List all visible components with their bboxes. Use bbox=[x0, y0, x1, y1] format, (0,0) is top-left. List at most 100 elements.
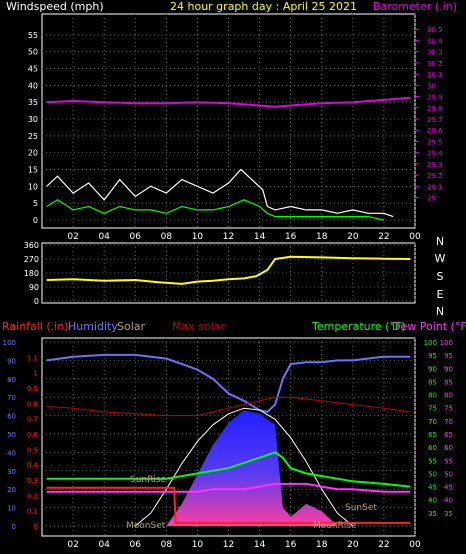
dew-point-y-tick-label: 95 bbox=[444, 352, 453, 360]
wind-y-tick-label: 0 bbox=[33, 216, 38, 225]
direction-y-tick-label: 360 bbox=[24, 241, 39, 250]
conditions-panel-grid bbox=[42, 338, 416, 536]
temperature-y-tick-label: 45 bbox=[428, 484, 437, 492]
barometer-y-tick-label: 29 bbox=[427, 195, 436, 203]
x-tick-label: 08 bbox=[161, 232, 173, 242]
temperature-y-tick-label: 100 bbox=[424, 339, 437, 347]
temperature-y-tick-label: 95 bbox=[428, 352, 437, 360]
humidity-y-tick-label: 0 bbox=[12, 523, 16, 531]
compass-label: S bbox=[437, 270, 444, 283]
dew-point-y-tick-label: 45 bbox=[444, 484, 453, 492]
wind-y-tick-label: 25 bbox=[28, 132, 38, 141]
rainfall-y-tick-label: 0.4 bbox=[27, 462, 39, 470]
wind-y-tick-label: 35 bbox=[28, 98, 38, 107]
barometer-y-tick-label: 29.5 bbox=[427, 138, 443, 146]
dew-point-y-tick-label: 70 bbox=[444, 418, 453, 426]
temperature-y-tick-label: 70 bbox=[428, 418, 437, 426]
barometer-y-tick-label: 30.2 bbox=[427, 60, 443, 68]
humidity-y-tick-label: 30 bbox=[7, 468, 16, 476]
humidity-y-tick-label: 90 bbox=[7, 357, 16, 365]
rainfall-y-tick-label: 1 bbox=[34, 370, 38, 378]
temperature-y-tick-label: 60 bbox=[428, 444, 437, 452]
temperature-y-axis-ticks: 35 35 40 40 45 45 50 50 55 55 60 60 65 65 70 70 75 75 80 80… bbox=[424, 339, 453, 518]
dew-point-y-tick-label: 85 bbox=[444, 378, 453, 386]
x-tick-label: 04 bbox=[98, 540, 110, 550]
moonrise-annotation: MoonRise bbox=[313, 521, 357, 531]
temperature-y-tick-label: 75 bbox=[428, 405, 437, 413]
rainfall-y-tick-label: 0.6 bbox=[27, 431, 39, 439]
x-tick-label: 00 bbox=[409, 540, 421, 550]
humidity-line bbox=[46, 353, 411, 413]
wind-y-tick-label: 10 bbox=[28, 182, 38, 191]
barometer-y-tick-label: 29.7 bbox=[427, 116, 443, 124]
direction-y-tick-label: 0 bbox=[34, 297, 39, 306]
temperature-line bbox=[46, 451, 411, 488]
sunrise-annotation: SunRise bbox=[130, 475, 167, 485]
max-solar-line bbox=[46, 396, 411, 417]
temperature-y-tick-label: 35 bbox=[428, 510, 437, 518]
temperature-y-tick-label: 90 bbox=[428, 365, 437, 373]
barometer-line bbox=[46, 96, 411, 108]
rainfall-y-tick-label: 0.1 bbox=[27, 508, 38, 516]
wind-y-tick-label: 20 bbox=[28, 149, 38, 158]
barometer-y-tick-label: 29.3 bbox=[427, 161, 443, 169]
wind-panel-series bbox=[46, 96, 411, 221]
dew-point-y-tick-label: 55 bbox=[444, 457, 453, 465]
barometer-y-tick-label: 29.2 bbox=[427, 172, 443, 180]
sunset-annotation: SunSet bbox=[345, 503, 377, 513]
wind-avg-line bbox=[46, 199, 385, 221]
dew-point-y-tick-label: 50 bbox=[444, 470, 453, 478]
solar-curve-line bbox=[134, 407, 354, 527]
temperature-y-tick-label: 50 bbox=[428, 470, 437, 478]
humidity-y-tick-label: 100 bbox=[3, 339, 16, 347]
rainfall-label: Rainfall (.in) bbox=[2, 320, 69, 333]
direction-panel-grid bbox=[42, 243, 416, 303]
x-tick-label: 18 bbox=[316, 232, 328, 242]
direction-y-tick-label: 90 bbox=[29, 283, 39, 292]
temperature-y-tick-label: 55 bbox=[428, 457, 437, 465]
wind-y-axis-ticks: 0 5 10 15 20 25 30 35 40 45 50 55 bbox=[28, 31, 38, 225]
barometer-title: Barometer (.in) bbox=[373, 0, 457, 13]
temperature-label: Temperature (°F) bbox=[311, 320, 406, 333]
wind-y-tick-label: 5 bbox=[33, 199, 38, 208]
x-tick-label: 02 bbox=[67, 232, 78, 242]
x-tick-label: 02 bbox=[67, 540, 78, 550]
barometer-y-tick-label: 29.8 bbox=[427, 105, 443, 113]
solar-area bbox=[166, 410, 338, 526]
direction-y-tick-label: 180 bbox=[24, 269, 39, 278]
dew-point-y-tick-label: 65 bbox=[444, 431, 453, 439]
humidity-y-tick-label: 40 bbox=[7, 449, 16, 457]
x-tick-label: 14 bbox=[254, 232, 266, 242]
compass-label: N bbox=[436, 305, 444, 318]
wind-y-tick-label: 45 bbox=[28, 65, 38, 74]
humidity-y-tick-label: 80 bbox=[7, 376, 16, 384]
rainfall-y-tick-label: 0.5 bbox=[27, 446, 38, 454]
dew-point-y-tick-label: 40 bbox=[444, 497, 453, 505]
x-tick-label: 04 bbox=[98, 232, 110, 242]
wind-y-tick-label: 40 bbox=[28, 81, 38, 90]
x-tick-label: 08 bbox=[161, 540, 173, 550]
x-tick-label: 16 bbox=[285, 540, 297, 550]
x-tick-label: 12 bbox=[223, 540, 234, 550]
wind-y-tick-label: 15 bbox=[28, 166, 38, 175]
x-tick-label: 16 bbox=[285, 232, 297, 242]
rainfall-y-tick-label: 0.8 bbox=[27, 400, 38, 408]
x-tick-label: 00 bbox=[409, 232, 421, 242]
rainfall-y-tick-label: 0.3 bbox=[27, 477, 38, 485]
x-tick-label: 22 bbox=[378, 232, 389, 242]
graph-date-title: 24 hour graph day : April 25 2021 bbox=[170, 0, 357, 13]
moonset-annotation: MoonSet bbox=[126, 521, 166, 531]
barometer-y-tick-label: 29.4 bbox=[427, 150, 443, 158]
direction-series bbox=[46, 255, 411, 285]
rainfall-y-tick-label: 0 bbox=[34, 523, 38, 531]
rainfall-line bbox=[46, 486, 411, 524]
rainfall-y-tick-label: 1.1 bbox=[27, 354, 38, 362]
dew-point-y-tick-label: 100 bbox=[440, 339, 453, 347]
barometer-y-tick-label: 30 bbox=[427, 82, 436, 90]
humidity-y-axis-ticks: 0 10 20 30 40 50 60 70 80 90 100 bbox=[3, 339, 16, 531]
humidity-y-tick-label: 10 bbox=[7, 505, 16, 513]
barometer-y-tick-label: 30.3 bbox=[427, 49, 443, 57]
